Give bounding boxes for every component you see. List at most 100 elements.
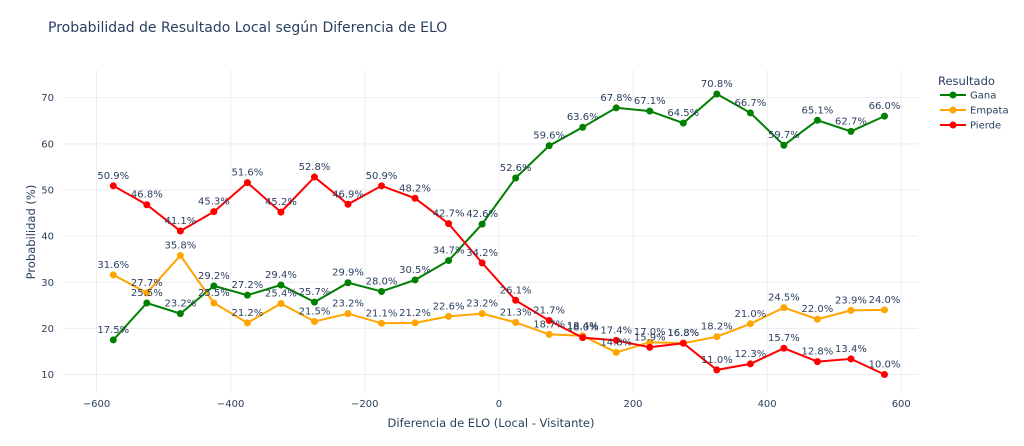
data-point-pierde[interactable] bbox=[813, 358, 821, 366]
data-point-gana[interactable] bbox=[109, 336, 117, 344]
data-label-empata: 22.6% bbox=[433, 301, 465, 312]
data-label-gana: 52.6% bbox=[500, 163, 532, 174]
legend-title: Resultado bbox=[938, 74, 995, 88]
data-point-gana[interactable] bbox=[411, 276, 419, 284]
data-point-pierde[interactable] bbox=[612, 336, 620, 344]
data-point-empata[interactable] bbox=[847, 306, 855, 314]
data-point-pierde[interactable] bbox=[143, 201, 151, 209]
data-point-gana[interactable] bbox=[210, 282, 218, 290]
data-label-gana: 29.9% bbox=[332, 268, 364, 279]
data-point-gana[interactable] bbox=[243, 291, 251, 299]
data-label-empata: 21.2% bbox=[232, 308, 264, 319]
data-point-gana[interactable] bbox=[579, 123, 587, 131]
series-line-empata[interactable] bbox=[112, 253, 885, 354]
data-point-empata[interactable] bbox=[478, 310, 486, 318]
data-point-pierde[interactable] bbox=[646, 343, 654, 351]
data-point-gana[interactable] bbox=[445, 257, 453, 265]
data-point-gana[interactable] bbox=[378, 287, 386, 295]
data-label-empata: 14.8% bbox=[600, 337, 632, 348]
data-point-pierde[interactable] bbox=[579, 334, 587, 342]
data-point-empata[interactable] bbox=[176, 251, 184, 259]
data-point-pierde[interactable] bbox=[310, 173, 318, 181]
data-point-pierde[interactable] bbox=[746, 360, 754, 368]
y-tick-label: 70 bbox=[41, 93, 54, 104]
data-point-empata[interactable] bbox=[713, 333, 721, 341]
data-point-pierde[interactable] bbox=[780, 344, 788, 352]
data-point-empata[interactable] bbox=[746, 320, 754, 328]
legend[interactable]: Resultado Gana Empata Pierde bbox=[938, 74, 1009, 132]
series-gana[interactable] bbox=[109, 90, 888, 344]
data-point-empata[interactable] bbox=[210, 299, 218, 307]
data-point-gana[interactable] bbox=[880, 112, 888, 120]
data-label-gana: 23.2% bbox=[164, 299, 196, 310]
data-point-gana[interactable] bbox=[512, 174, 520, 182]
data-point-gana[interactable] bbox=[780, 141, 788, 149]
data-point-pierde[interactable] bbox=[277, 208, 285, 216]
data-point-gana[interactable] bbox=[478, 220, 486, 228]
series-empata[interactable] bbox=[109, 251, 888, 356]
data-point-pierde[interactable] bbox=[243, 179, 251, 187]
data-label-pierde: 26.1% bbox=[500, 285, 532, 296]
legend-label-gana: Gana bbox=[970, 91, 996, 102]
data-point-pierde[interactable] bbox=[344, 200, 352, 208]
data-point-empata[interactable] bbox=[378, 319, 386, 327]
data-point-pierde[interactable] bbox=[176, 227, 184, 235]
data-label-pierde: 18.0% bbox=[567, 323, 599, 334]
data-point-empata[interactable] bbox=[143, 289, 151, 297]
data-point-gana[interactable] bbox=[310, 298, 318, 306]
data-point-pierde[interactable] bbox=[210, 208, 218, 216]
data-point-pierde[interactable] bbox=[847, 355, 855, 363]
data-point-empata[interactable] bbox=[545, 330, 553, 338]
data-point-gana[interactable] bbox=[143, 299, 151, 307]
legend-item-gana[interactable]: Gana bbox=[940, 91, 996, 102]
data-point-pierde[interactable] bbox=[880, 371, 888, 379]
data-point-empata[interactable] bbox=[880, 306, 888, 314]
data-point-gana[interactable] bbox=[847, 127, 855, 135]
data-point-gana[interactable] bbox=[813, 116, 821, 124]
data-point-gana[interactable] bbox=[746, 109, 754, 117]
data-point-pierde[interactable] bbox=[679, 339, 687, 347]
data-point-gana[interactable] bbox=[176, 310, 184, 318]
data-point-empata[interactable] bbox=[411, 319, 419, 327]
series-line-pierde[interactable] bbox=[112, 175, 885, 376]
data-point-empata[interactable] bbox=[344, 310, 352, 318]
data-point-pierde[interactable] bbox=[545, 317, 553, 325]
data-point-gana[interactable] bbox=[612, 104, 620, 112]
data-point-pierde[interactable] bbox=[478, 259, 486, 267]
data-label-pierde: 50.9% bbox=[97, 171, 129, 182]
data-point-gana[interactable] bbox=[679, 119, 687, 127]
x-tick-label: 600 bbox=[892, 399, 911, 410]
data-label-empata: 16.8% bbox=[667, 328, 699, 339]
data-point-empata[interactable] bbox=[445, 312, 453, 320]
data-label-empata: 31.6% bbox=[97, 260, 129, 271]
data-label-empata: 24.5% bbox=[768, 293, 800, 304]
data-point-pierde[interactable] bbox=[713, 366, 721, 374]
data-point-gana[interactable] bbox=[646, 107, 654, 115]
series-pierde[interactable] bbox=[109, 173, 888, 379]
data-point-empata[interactable] bbox=[813, 315, 821, 323]
series-line-gana[interactable] bbox=[112, 92, 885, 341]
data-point-gana[interactable] bbox=[545, 142, 553, 150]
data-point-empata[interactable] bbox=[612, 348, 620, 356]
data-point-pierde[interactable] bbox=[109, 182, 117, 190]
data-point-gana[interactable] bbox=[277, 281, 285, 289]
data-point-empata[interactable] bbox=[109, 271, 117, 279]
data-label-empata: 25.4% bbox=[265, 288, 297, 299]
data-point-empata[interactable] bbox=[310, 317, 318, 325]
legend-item-pierde[interactable]: Pierde bbox=[940, 121, 1001, 132]
data-point-empata[interactable] bbox=[512, 318, 520, 326]
data-label-empata: 23.2% bbox=[332, 299, 364, 310]
data-point-gana[interactable] bbox=[713, 90, 721, 98]
legend-item-empata[interactable]: Empata bbox=[940, 106, 1009, 117]
data-point-empata[interactable] bbox=[243, 319, 251, 327]
data-point-empata[interactable] bbox=[277, 299, 285, 307]
data-point-empata[interactable] bbox=[646, 338, 654, 346]
data-point-pierde[interactable] bbox=[411, 194, 419, 202]
data-point-pierde[interactable] bbox=[512, 296, 520, 304]
data-point-pierde[interactable] bbox=[445, 220, 453, 228]
data-point-pierde[interactable] bbox=[378, 182, 386, 190]
data-label-pierde: 13.4% bbox=[835, 344, 867, 355]
data-point-gana[interactable] bbox=[344, 279, 352, 287]
x-tick-label: 400 bbox=[758, 399, 777, 410]
data-point-empata[interactable] bbox=[780, 304, 788, 312]
